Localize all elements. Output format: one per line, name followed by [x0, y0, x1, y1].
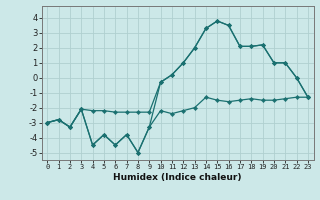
X-axis label: Humidex (Indice chaleur): Humidex (Indice chaleur)	[113, 173, 242, 182]
